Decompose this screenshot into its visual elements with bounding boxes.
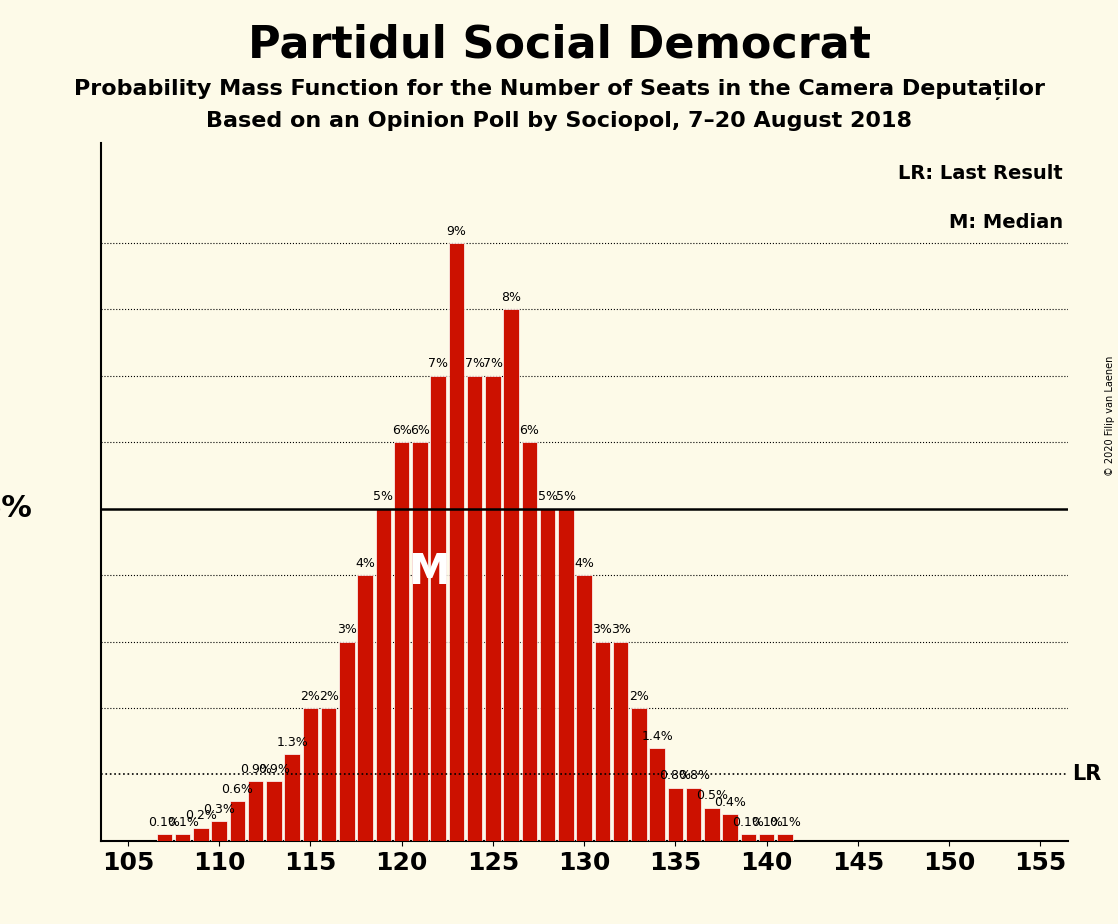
Bar <box>740 834 756 841</box>
Text: 0.9%: 0.9% <box>239 762 272 776</box>
Text: 0.1%: 0.1% <box>167 816 199 829</box>
Text: 6%: 6% <box>410 424 430 437</box>
Bar <box>522 443 537 841</box>
Text: LR: LR <box>1072 764 1101 784</box>
Bar <box>448 243 464 841</box>
Bar <box>211 821 227 841</box>
Text: 0.1%: 0.1% <box>732 816 765 829</box>
Text: 2%: 2% <box>319 689 339 702</box>
Bar <box>722 814 738 841</box>
Bar <box>650 748 665 841</box>
Text: 6%: 6% <box>391 424 411 437</box>
Text: 4%: 4% <box>356 557 376 570</box>
Bar <box>430 376 446 841</box>
Bar <box>376 508 391 841</box>
Text: 0.5%: 0.5% <box>695 789 728 802</box>
Text: 0.1%: 0.1% <box>149 816 180 829</box>
Bar <box>229 801 245 841</box>
Text: 5%: 5% <box>373 491 394 504</box>
Text: 7%: 7% <box>465 358 485 371</box>
Text: 0.9%: 0.9% <box>258 762 290 776</box>
Bar <box>667 787 683 841</box>
Text: 5%: 5% <box>556 491 576 504</box>
Text: 7%: 7% <box>483 358 503 371</box>
Bar <box>248 781 264 841</box>
Text: Probability Mass Function for the Number of Seats in the Camera Deputaților: Probability Mass Function for the Number… <box>74 79 1044 100</box>
Bar <box>284 755 300 841</box>
Text: 7%: 7% <box>428 358 448 371</box>
Text: 6%: 6% <box>520 424 539 437</box>
Text: 9%: 9% <box>446 225 466 237</box>
Bar <box>685 787 701 841</box>
Bar <box>193 828 209 841</box>
Bar <box>413 443 428 841</box>
Text: 5%: 5% <box>0 494 32 523</box>
Bar <box>339 641 354 841</box>
Bar <box>394 443 409 841</box>
Text: 0.8%: 0.8% <box>678 770 710 783</box>
Text: 3%: 3% <box>593 623 613 637</box>
Bar <box>704 808 720 841</box>
Text: LR: Last Result: LR: Last Result <box>898 164 1063 183</box>
Text: 3%: 3% <box>337 623 357 637</box>
Text: 2%: 2% <box>629 689 648 702</box>
Bar <box>540 508 556 841</box>
Text: Partidul Social Democrat: Partidul Social Democrat <box>247 23 871 67</box>
Text: 0.6%: 0.6% <box>221 783 254 796</box>
Bar <box>503 310 519 841</box>
Text: 0.1%: 0.1% <box>769 816 800 829</box>
Bar <box>157 834 172 841</box>
Text: 1.3%: 1.3% <box>276 736 309 749</box>
Bar <box>613 641 628 841</box>
Bar <box>577 575 591 841</box>
Bar <box>595 641 610 841</box>
Bar <box>632 708 646 841</box>
Text: M: Median: M: Median <box>949 213 1063 232</box>
Text: 0.3%: 0.3% <box>203 803 235 816</box>
Text: 0.4%: 0.4% <box>714 796 746 808</box>
Text: © 2020 Filip van Laenen: © 2020 Filip van Laenen <box>1106 356 1115 476</box>
Text: 0.2%: 0.2% <box>186 809 217 822</box>
Bar <box>777 834 793 841</box>
Text: Based on an Opinion Poll by Sociopol, 7–20 August 2018: Based on an Opinion Poll by Sociopol, 7–… <box>206 111 912 131</box>
Text: 0.1%: 0.1% <box>750 816 783 829</box>
Bar <box>759 834 775 841</box>
Text: 8%: 8% <box>501 291 521 304</box>
Text: 0.8%: 0.8% <box>660 770 691 783</box>
Bar <box>485 376 501 841</box>
Bar <box>176 834 190 841</box>
Text: 1.4%: 1.4% <box>642 730 673 743</box>
Bar <box>358 575 373 841</box>
Bar <box>321 708 337 841</box>
Text: M: M <box>408 551 449 593</box>
Bar <box>303 708 319 841</box>
Bar <box>266 781 282 841</box>
Text: 5%: 5% <box>538 491 558 504</box>
Text: 4%: 4% <box>575 557 594 570</box>
Text: 2%: 2% <box>301 689 321 702</box>
Text: 3%: 3% <box>610 623 631 637</box>
Bar <box>558 508 574 841</box>
Bar <box>467 376 483 841</box>
